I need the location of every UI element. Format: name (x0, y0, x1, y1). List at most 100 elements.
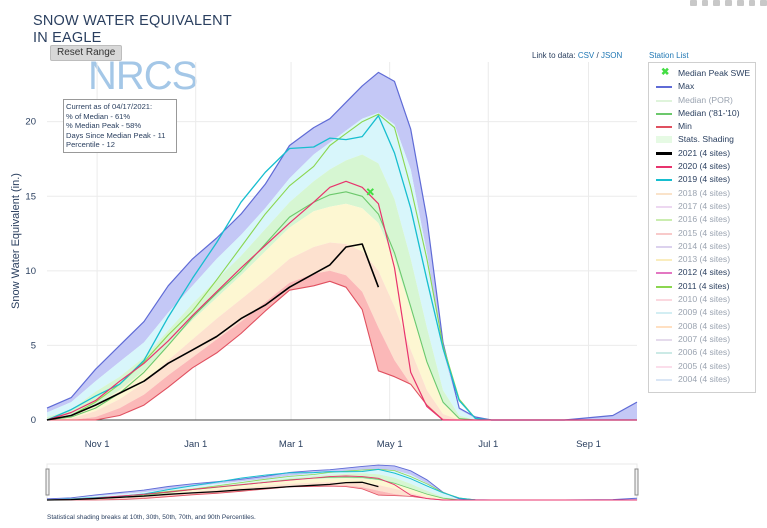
legend-swatch (656, 179, 672, 182)
legend-item[interactable]: 2012 (4 sites) (649, 266, 755, 279)
legend-label: Stats. Shading (678, 134, 734, 145)
legend-item[interactable]: 2015 (4 sites) (649, 227, 755, 240)
reset-range-button[interactable]: Reset Range (50, 45, 123, 61)
x-tick-label: May 1 (377, 439, 403, 450)
x-tick-label: Sep 1 (576, 439, 601, 450)
legend-label: 2014 (4 sites) (678, 240, 731, 251)
legend-item[interactable]: ✖ Median Peak SWE (661, 67, 751, 79)
pan-icon[interactable] (713, 0, 721, 6)
info-line-1: Current as of 04/17/2021: (66, 102, 153, 111)
legend-swatch (656, 112, 672, 115)
legend-label: 2010 (4 sites) (678, 294, 731, 305)
legend-swatch (656, 232, 672, 235)
legend-label: Median Peak SWE (678, 68, 751, 78)
legend-swatch (656, 338, 672, 341)
legend-swatch (656, 151, 672, 155)
legend-swatch (656, 192, 672, 195)
legend-swatch (656, 285, 672, 288)
x-tick-label: Nov 1 (85, 439, 110, 450)
station-list-link[interactable]: Station List (649, 51, 689, 60)
legend-item[interactable]: 2006 (4 sites) (649, 346, 755, 359)
legend-item[interactable]: Min (649, 120, 755, 133)
zoom-icon[interactable] (701, 0, 709, 6)
legend-item[interactable]: 2007 (4 sites) (649, 333, 755, 346)
legend-item[interactable]: 2008 (4 sites) (649, 320, 755, 333)
legend-item[interactable]: 2021 (4 sites) (649, 147, 755, 160)
legend-label: Max (678, 81, 695, 92)
chart-toolbar (690, 0, 767, 8)
y-tick-label: 0 (31, 415, 36, 426)
legend-swatch (656, 126, 672, 129)
current-stats-box: Current as of 04/17/2021: % of Median - … (63, 99, 177, 153)
legend-item[interactable]: 2020 (4 sites) (649, 160, 755, 173)
legend-label: 2008 (4 sites) (678, 320, 731, 331)
shade-band-50-30 (47, 203, 637, 420)
legend-item[interactable]: 2013 (4 sites) (649, 253, 755, 266)
legend-item[interactable]: Stats. Shading (649, 133, 755, 146)
legend-swatch (656, 272, 672, 275)
info-line-3: % Median Peak - 58% (66, 121, 142, 130)
legend-swatch (656, 259, 672, 262)
legend-item[interactable]: 2016 (4 sites) (649, 213, 755, 226)
legend-label: Median ('81-'10) (678, 107, 740, 118)
y-tick-label: 15 (25, 191, 36, 202)
legend-item[interactable]: Median ('81-'10) (649, 107, 755, 120)
legend-label: 2012 (4 sites) (678, 267, 731, 278)
legend-item[interactable]: 2018 (4 sites) (649, 187, 755, 200)
footnote: Statistical shading breaks at 10th, 30th… (47, 514, 256, 521)
info-line-4: Days Since Median Peak - 11 (66, 130, 166, 140)
legend-item[interactable]: 2009 (4 sites) (649, 306, 755, 319)
mini-series-2021-line (46, 481, 379, 501)
lasso-icon[interactable] (725, 0, 732, 6)
legend-swatch (656, 166, 672, 169)
legend-label: 2009 (4 sites) (678, 307, 731, 318)
legend-item[interactable]: 2011 (4 sites) (649, 280, 755, 293)
home-icon[interactable] (760, 0, 767, 6)
json-link[interactable]: JSON (600, 51, 623, 60)
range-handle-left[interactable] (45, 468, 50, 496)
legend-item[interactable]: Max (649, 80, 755, 93)
links-sep: / (594, 51, 601, 60)
legend-label: 2013 (4 sites) (678, 254, 731, 265)
legend-item[interactable]: 2014 (4 sites) (649, 240, 755, 253)
legend-item[interactable]: 2017 (4 sites) (649, 200, 755, 213)
legend-swatch (656, 378, 672, 381)
x-tick-label: Mar 1 (279, 439, 303, 450)
legend-swatch (656, 86, 672, 89)
autoscale-icon[interactable] (748, 0, 756, 6)
legend-swatch (656, 325, 672, 328)
links-prefix: Link to data: (532, 51, 578, 60)
legend-swatch (656, 99, 672, 102)
nrcs-logo: NRCS (88, 54, 198, 98)
legend-label: 2015 (4 sites) (678, 227, 731, 238)
legend-item[interactable]: 2010 (4 sites) (649, 293, 755, 306)
range-handle-right[interactable] (634, 468, 639, 496)
info-line-2: % of Median - 61% (66, 111, 131, 121)
legend-swatch (656, 299, 672, 302)
legend-swatch (656, 205, 672, 208)
shade-band-70-50 (47, 154, 637, 420)
legend-item[interactable]: 2005 (4 sites) (649, 360, 755, 373)
camera-icon[interactable] (690, 0, 697, 6)
legend-label: 2016 (4 sites) (678, 214, 731, 225)
legend-label: 2018 (4 sites) (678, 187, 731, 198)
legend-swatch (656, 245, 672, 248)
legend-item[interactable]: Median (POR) (649, 94, 755, 107)
legend-item[interactable]: 2019 (4 sites) (649, 173, 755, 186)
series-2020-line (46, 180, 637, 421)
csv-link[interactable]: CSV (577, 51, 595, 60)
legend-item[interactable]: 2004 (4 sites) (649, 373, 755, 386)
legend-label: 2019 (4 sites) (678, 174, 731, 185)
legend-swatch (656, 365, 672, 368)
legend-label: Median (POR) (678, 94, 733, 105)
zoom-in-icon[interactable] (736, 0, 744, 6)
legend-label: Min (678, 121, 692, 132)
legend-label: 2004 (4 sites) (678, 373, 731, 384)
x-tick-label: Jan 1 (184, 439, 207, 450)
legend-swatch (656, 352, 672, 355)
legend-label: 2020 (4 sites) (678, 161, 731, 172)
chart-title: SNOW WATER EQUIVALENT IN EAGLE (33, 13, 232, 46)
legend-label: 2017 (4 sites) (678, 200, 731, 211)
